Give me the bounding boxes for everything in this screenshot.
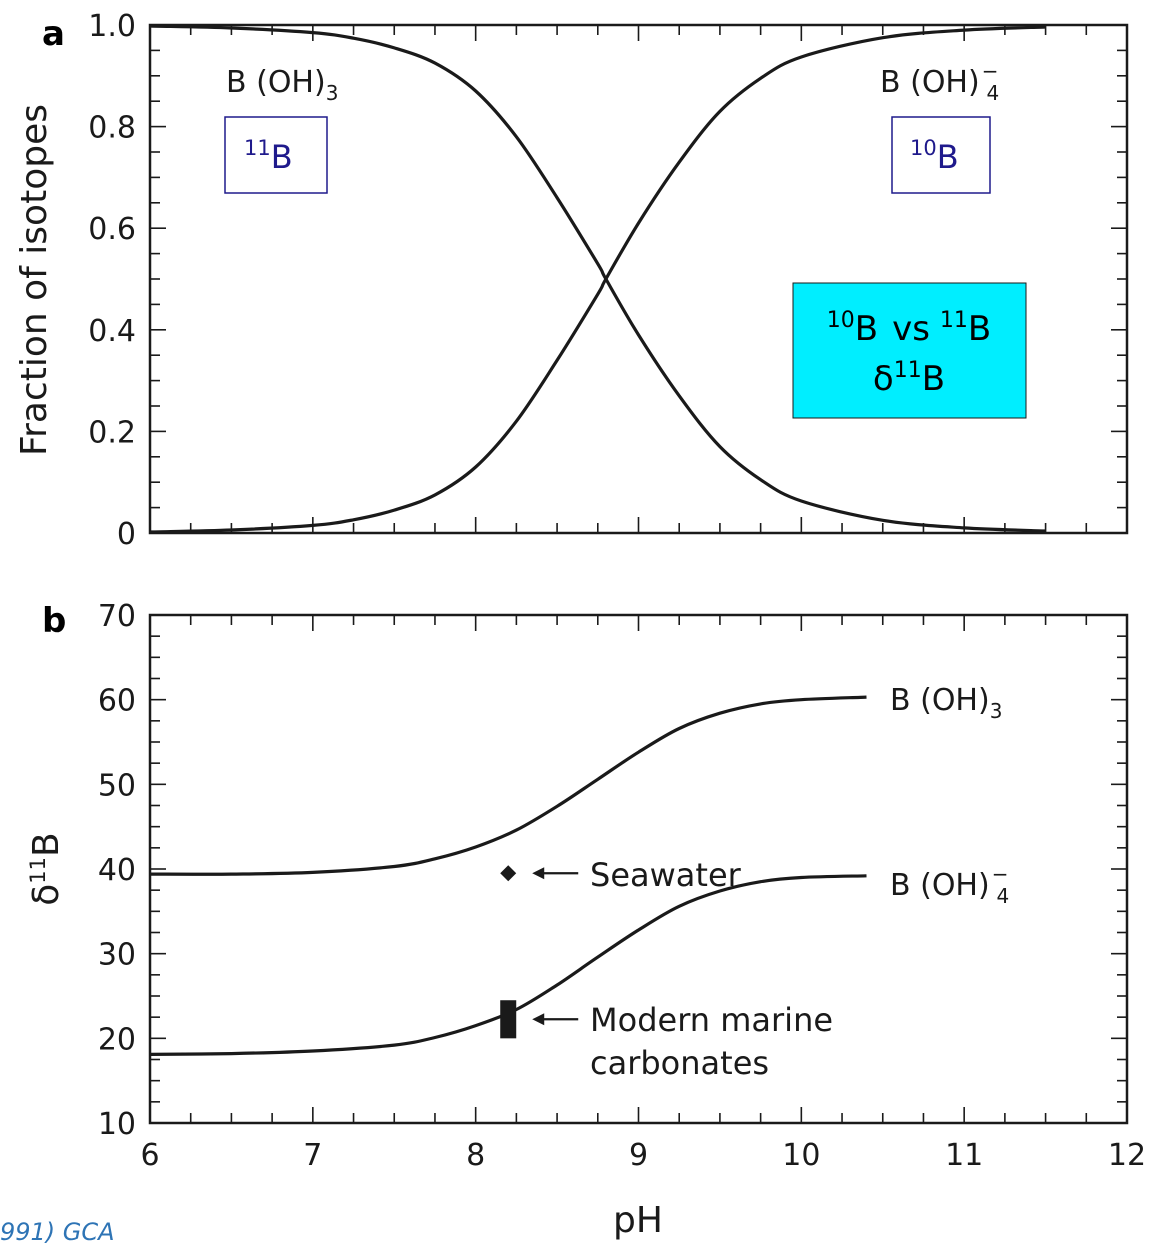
carbonates-label-2: carbonates <box>590 1044 769 1082</box>
highlight-box: 10B vs 11B δ11B <box>792 282 1027 419</box>
y-tick-label: 70 <box>98 599 136 634</box>
seawater-marker <box>500 865 517 882</box>
panel-b-marks <box>500 865 579 1039</box>
panel-a: a 00.20.40.60.81.0 Fraction of isotopes … <box>14 9 1129 552</box>
panel-b-letter: b <box>42 601 66 641</box>
series-line-b-1 <box>149 874 867 1056</box>
panel-b-label-boh3: B (OH)3 <box>890 683 1002 723</box>
y-tick-label: 20 <box>98 1022 136 1057</box>
series-line-a-1 <box>149 25 1046 534</box>
svg-text:10B: 10B <box>910 136 959 176</box>
y-tick-label: 0.8 <box>88 111 136 146</box>
y-tick-label: 1.0 <box>88 9 136 44</box>
source-credit: 991) GCA <box>0 1218 115 1245</box>
panel-a-label-boh4: B (OH) −4 <box>880 59 999 105</box>
panel-b-xtick-labels: 6 7 8 9 10 11 12 <box>140 1138 1146 1173</box>
seawater-arrowhead <box>532 867 545 880</box>
panel-a-label-boh3: B (OH)3 <box>226 65 338 105</box>
series-line-a-0 <box>149 24 1046 533</box>
y-tick-label: 10 <box>98 1107 136 1142</box>
panel-b-ylabel: δ11B <box>26 832 67 905</box>
panel-b: b 10 20 30 40 50 60 70 6 7 8 9 10 11 12 δ11B pH B (O… <box>26 599 1146 1241</box>
y-tick-label: 40 <box>98 853 136 888</box>
panel-b-label-boh4: B (OH) −4 <box>890 862 1009 908</box>
y-tick-label: 30 <box>98 938 136 973</box>
panel-a-ylabel: Fraction of isotopes <box>14 104 55 456</box>
x-tick-label: 11 <box>945 1138 983 1173</box>
panel-b-xlabel: pH <box>613 1200 663 1241</box>
box-10b: 10B <box>891 116 991 194</box>
highlight-line-2: δ11B <box>873 358 945 399</box>
y-tick-label: 60 <box>98 684 136 719</box>
x-tick-label: 7 <box>303 1138 322 1173</box>
panel-a-ytick-labels: 0 0.2 0.4 0.6 0.8 1.0 <box>88 9 136 552</box>
y-tick-label: 50 <box>98 768 136 803</box>
panel-b-ticks <box>149 614 1128 1124</box>
highlight-line-1: 10B vs 11B <box>827 308 992 349</box>
y-tick-label: 0.2 <box>88 415 136 450</box>
y-tick-label: 0 <box>117 517 136 552</box>
box-11b: 11B <box>224 116 328 194</box>
x-tick-label: 9 <box>629 1138 648 1173</box>
x-tick-label: 8 <box>466 1138 485 1173</box>
x-tick-label: 6 <box>140 1138 159 1173</box>
panel-a-series <box>149 24 1046 534</box>
y-tick-label: 0.6 <box>88 212 136 247</box>
carbonates-arrowhead <box>532 1013 545 1026</box>
seawater-label: Seawater <box>590 856 742 894</box>
carbonates-range-bar <box>500 1000 517 1039</box>
svg-text:11B: 11B <box>244 136 293 176</box>
x-tick-label: 10 <box>782 1138 820 1173</box>
carbonates-label-1: Modern marine <box>590 1001 833 1039</box>
y-tick-label: 0.4 <box>88 314 136 349</box>
panel-b-ytick-labels: 10 20 30 40 50 60 70 <box>98 599 136 1142</box>
panel-a-frame <box>148 23 1129 535</box>
series-line-b-0 <box>149 695 867 876</box>
x-tick-label: 12 <box>1108 1138 1146 1173</box>
panel-b-series <box>149 695 867 1056</box>
panel-a-ticks <box>149 24 1128 534</box>
panel-a-letter: a <box>42 14 65 54</box>
